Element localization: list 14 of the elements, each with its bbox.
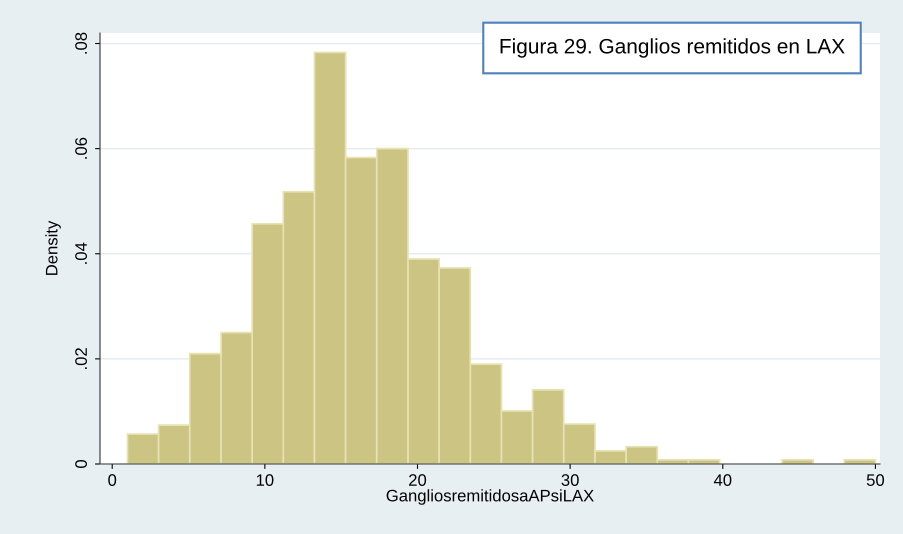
x-tick-label: 30 [562,474,579,486]
y-tick-label: .06 [75,138,87,159]
x-tick-label: 10 [256,474,274,486]
chart-title: Figura 29. Ganglios remitidos en LAX [500,38,845,58]
y-tick-label: 0 [75,460,87,468]
y-tick-label: .02 [75,348,87,369]
y-axis-title: Density [45,220,61,275]
y-tick-label: .04 [75,242,87,264]
x-tick-label: 40 [714,474,732,486]
x-axis-title: GangliosremitidosaAPsiLAX [386,489,594,505]
x-tick-label: 20 [409,474,426,486]
y-tick-label: .08 [75,32,87,54]
x-tick-label: 0 [108,474,116,486]
x-tick-label: 50 [866,474,884,486]
